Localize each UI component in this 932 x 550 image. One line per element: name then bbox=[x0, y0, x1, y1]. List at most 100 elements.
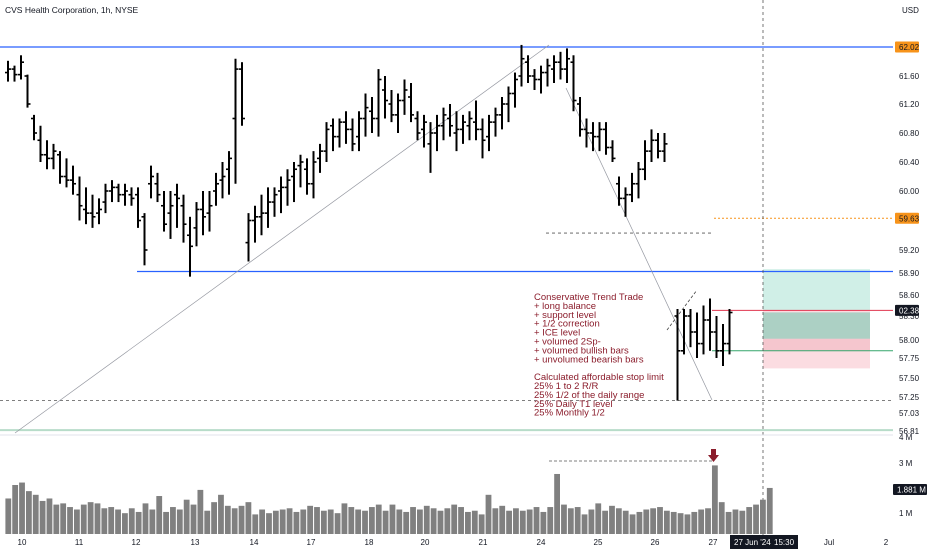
ohlc-bar bbox=[109, 180, 115, 203]
volume-bar bbox=[74, 509, 80, 534]
time-tick-label: 20 bbox=[421, 538, 430, 547]
ohlc-bar bbox=[603, 122, 609, 155]
currency-label: USD bbox=[902, 6, 919, 15]
volume-bar bbox=[760, 499, 766, 534]
volume-bar bbox=[485, 494, 492, 534]
chart-title: CVS Health Corporation, 1h, NYSE bbox=[5, 5, 139, 15]
volume-bar bbox=[334, 513, 341, 534]
target-zone[interactable] bbox=[763, 269, 870, 311]
volume-bar bbox=[94, 503, 101, 534]
volume-bar bbox=[711, 465, 718, 534]
ohlc-bar bbox=[83, 187, 89, 225]
ohlc-bar bbox=[505, 86, 512, 123]
volume-bar bbox=[300, 509, 307, 534]
volume-bar bbox=[705, 508, 711, 534]
ohlc-bar bbox=[674, 309, 681, 401]
volume-bar bbox=[410, 507, 416, 534]
ohlc-bar bbox=[460, 114, 466, 144]
time-axis[interactable]: 10 11 12 13 14 17 18 20 21 24 25 26 27 Jul 2 bbox=[18, 538, 889, 547]
ohlc-bar bbox=[278, 176, 284, 214]
volume-bar bbox=[135, 511, 142, 534]
volume-bar bbox=[663, 510, 670, 534]
ohlc-bar bbox=[115, 183, 122, 203]
price-tick-label: 58.60 bbox=[899, 291, 920, 300]
price-tick-label: 56.81 bbox=[899, 427, 920, 436]
volume-bar bbox=[67, 507, 73, 534]
volume-bar bbox=[156, 496, 163, 534]
volume-bar bbox=[183, 499, 190, 534]
ohlc-bar bbox=[245, 213, 252, 262]
volume-bar bbox=[46, 498, 53, 534]
annotation-line: Calculated affordable stop limit bbox=[534, 372, 664, 383]
volume-bar bbox=[444, 508, 451, 534]
volume-arrow-icon bbox=[708, 449, 719, 462]
crosshair-time-label: 27 Jun '24 15:30 bbox=[730, 535, 798, 549]
annotation-line: + unvolumed bearish bars bbox=[534, 354, 644, 365]
time-tick-label: 13 bbox=[191, 538, 200, 547]
time-tick-label: 27 bbox=[709, 538, 718, 547]
annotation-line: + support level bbox=[534, 310, 596, 321]
ohlc-bar bbox=[655, 133, 661, 159]
ohlc-bar bbox=[317, 143, 323, 173]
ohlc-bar bbox=[609, 140, 616, 162]
volume-bar bbox=[5, 498, 12, 534]
volume-tick-label: 4 M bbox=[899, 433, 913, 442]
volume-bar bbox=[122, 513, 128, 534]
volume-bar bbox=[650, 508, 657, 534]
ohlc-bar bbox=[596, 122, 603, 152]
ohlc-bar bbox=[616, 176, 622, 206]
ohlc-bar bbox=[284, 169, 291, 206]
ohlc-bar bbox=[89, 194, 96, 228]
annotation-line: + 1/2 correction bbox=[534, 319, 600, 330]
dotted-level-tag: 59.63 bbox=[895, 212, 920, 224]
volume-bar bbox=[574, 507, 581, 534]
volume-bar bbox=[170, 507, 176, 534]
annotation-line: + volumed 2Sp- bbox=[534, 337, 601, 348]
time-tick-label: 24 bbox=[537, 538, 546, 547]
ohlc-bar bbox=[213, 172, 219, 206]
volume-bar bbox=[629, 514, 636, 534]
volume-bar bbox=[547, 507, 554, 534]
ohlc-bar bbox=[5, 60, 11, 82]
volume-bar bbox=[506, 510, 512, 534]
ohlc-bar bbox=[161, 191, 167, 232]
volume-bar bbox=[567, 508, 574, 534]
ohlc-bar bbox=[271, 187, 278, 217]
ohlc-bar bbox=[570, 55, 577, 112]
annotation-line: 25% Daily T1 level bbox=[534, 399, 613, 410]
projection-dash[interactable] bbox=[666, 289, 698, 331]
ohlc-bar bbox=[687, 309, 694, 348]
volume-bar bbox=[636, 511, 643, 534]
trend-line-up[interactable] bbox=[14, 44, 550, 434]
ohlc-bar bbox=[343, 111, 349, 144]
price-axis[interactable]: 61.60 61.20 60.80 60.40 60.00 59.20 58.90 58.60… bbox=[899, 72, 920, 518]
annotation-line: 25% Monthly 1/2 bbox=[534, 408, 605, 419]
entry-price-tag: 02.38 bbox=[895, 304, 920, 316]
ohlc-bar bbox=[577, 97, 583, 137]
price-tick-label: 60.40 bbox=[899, 158, 920, 167]
ohlc-bar bbox=[492, 107, 499, 137]
price-tick-label: 61.20 bbox=[899, 100, 920, 109]
ohlc-bar bbox=[557, 51, 564, 80]
volume-bar bbox=[87, 502, 94, 534]
volume-bar bbox=[279, 509, 286, 534]
ohlc-bar bbox=[362, 93, 369, 137]
price-tick-label: 59.20 bbox=[899, 246, 920, 255]
ohlc-bar bbox=[440, 107, 447, 141]
volume-bar bbox=[348, 507, 355, 534]
volume-bar bbox=[341, 503, 348, 534]
time-tick-label: 26 bbox=[651, 538, 660, 547]
price-tick-label: 61.60 bbox=[899, 72, 920, 81]
trend-line-down[interactable] bbox=[565, 87, 713, 401]
ohlc-bar bbox=[590, 122, 596, 152]
price-tick-label: 57.03 bbox=[899, 409, 920, 418]
volume-bar bbox=[670, 511, 677, 534]
volume-bars bbox=[5, 465, 773, 534]
trade-annotation[interactable]: Conservative Trend Trade+ long balance+ … bbox=[534, 292, 664, 419]
ohlc-bar bbox=[206, 191, 213, 232]
volume-bar bbox=[272, 510, 279, 534]
ohlc-bar bbox=[219, 162, 226, 199]
volume-bar bbox=[513, 508, 519, 534]
volume-bar bbox=[554, 473, 560, 534]
